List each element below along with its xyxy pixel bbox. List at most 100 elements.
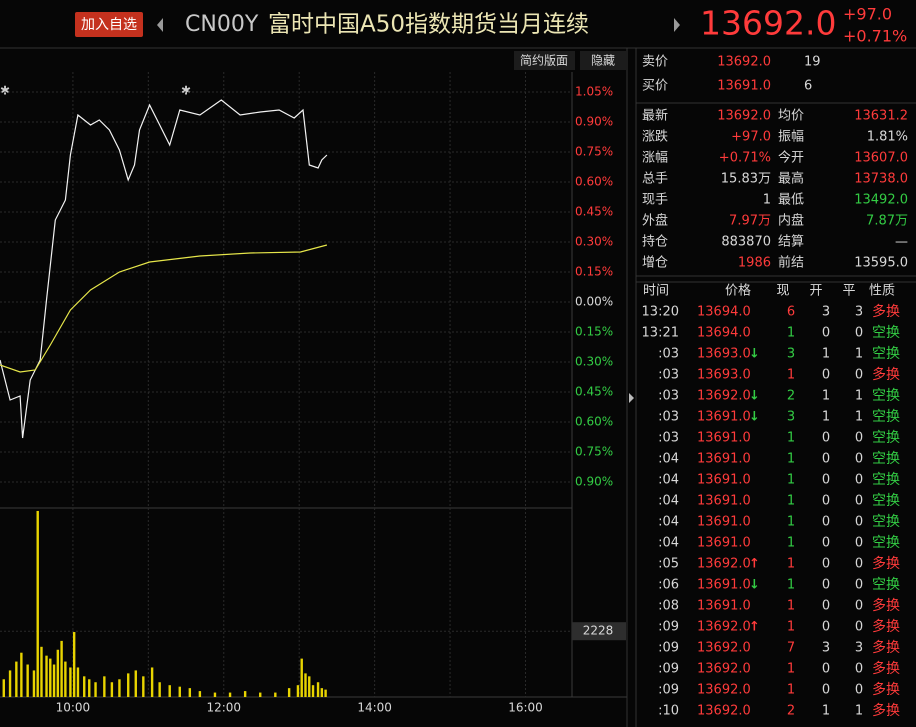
volume-bar	[36, 510, 39, 697]
trade-time: :06	[658, 578, 679, 593]
x-tick-label: 10:00	[56, 701, 91, 715]
trade-price: 13691.0	[697, 473, 751, 488]
trade-volume: 2	[787, 704, 795, 719]
volume-bar	[118, 679, 121, 697]
volume-bar	[2, 679, 5, 697]
trade-time: :04	[658, 452, 679, 467]
trade-volume: 1	[787, 515, 795, 530]
trade-type: 多换	[872, 702, 900, 719]
trade-type: 空换	[872, 471, 900, 488]
trade-close: 3	[855, 305, 863, 320]
y-tick-label: 0.15%	[575, 265, 613, 279]
stat-value: 13595.0	[854, 256, 908, 271]
stat-value: —	[895, 235, 908, 250]
trade-close: 0	[855, 515, 863, 530]
volume-bar	[134, 670, 137, 697]
trade-header: 价格	[725, 283, 751, 299]
stat-value: 13492.0	[854, 193, 908, 208]
trade-open: 1	[822, 347, 830, 362]
y-tick-label: 0.45%	[575, 385, 613, 399]
volume-bar	[311, 685, 315, 697]
trade-open: 3	[822, 305, 830, 320]
trade-open: 0	[822, 599, 830, 614]
volume-bar	[213, 692, 217, 697]
trade-open: 1	[822, 410, 830, 425]
stat-value: +0.71%	[719, 151, 771, 166]
trade-type: 空换	[872, 387, 900, 404]
trade-type: 多换	[872, 618, 900, 635]
trade-type: 空换	[872, 534, 900, 551]
trade-open: 0	[822, 473, 830, 488]
trade-close: 1	[855, 704, 863, 719]
trade-arrow: ↓	[749, 389, 760, 404]
trade-open: 0	[822, 431, 830, 446]
trade-volume: 6	[787, 305, 795, 320]
trade-price: 13693.0	[697, 347, 751, 362]
y-tick-label: 0.30%	[575, 235, 613, 249]
volume-bar	[15, 661, 18, 697]
prev-arrow[interactable]	[157, 18, 163, 32]
trade-time: :09	[658, 683, 679, 698]
stat-value: 13607.0	[854, 151, 908, 166]
event-marker: ✱	[181, 84, 191, 98]
trade-close: 0	[855, 452, 863, 467]
trade-close: 0	[855, 578, 863, 593]
trade-volume: 1	[787, 536, 795, 551]
toolbar-button[interactable]	[580, 51, 626, 70]
volume-bar	[274, 692, 277, 697]
volume-bar	[259, 692, 262, 697]
y-tick-label: 1.05%	[575, 85, 613, 99]
trade-volume: 1	[787, 557, 795, 572]
price-change: +97.0	[843, 5, 892, 24]
volume-bar	[60, 640, 63, 697]
trade-type: 空换	[872, 429, 900, 446]
x-tick-label: 16:00	[508, 701, 543, 715]
trade-close: 1	[855, 410, 863, 425]
volume-bar	[304, 673, 307, 697]
volume-bar	[94, 682, 97, 697]
trade-volume: 3	[787, 347, 795, 362]
stat-label: 增仓	[642, 256, 668, 271]
volume-bar	[32, 670, 36, 697]
trade-type: 空换	[872, 324, 900, 341]
trade-open: 0	[822, 536, 830, 551]
trade-open: 0	[822, 452, 830, 467]
toolbar-button[interactable]	[514, 51, 575, 70]
stat-label: 振幅	[778, 130, 804, 145]
volume-bar	[76, 667, 80, 697]
stat-label: 最高	[778, 171, 804, 187]
volume-bar	[308, 676, 311, 697]
trade-type: 空换	[872, 492, 900, 509]
trade-type: 多换	[872, 660, 900, 677]
toolbar-label[interactable]: 隐藏	[591, 54, 615, 68]
trade-time: :03	[658, 368, 679, 383]
trade-open: 0	[822, 683, 830, 698]
add-watchlist-button[interactable]	[75, 12, 143, 37]
volume-bar	[26, 664, 29, 697]
trade-price: 13694.0	[697, 326, 751, 341]
stat-value: 7.87万	[866, 214, 908, 229]
trade-type: 多换	[872, 681, 900, 698]
trade-header: 时间	[643, 284, 669, 299]
trade-price: 13691.0	[697, 431, 751, 446]
stat-label: 涨跌	[642, 129, 668, 145]
toolbar-label[interactable]: 简约版面	[520, 53, 568, 68]
trade-close: 0	[855, 683, 863, 698]
trade-price: 13692.0	[697, 389, 751, 404]
trade-time: :04	[658, 515, 679, 530]
collapse-arrow[interactable]	[629, 393, 634, 403]
trade-volume: 1	[787, 452, 795, 467]
price-line	[0, 99, 328, 439]
volume-bar	[198, 691, 202, 697]
volume-bar	[228, 692, 232, 697]
next-arrow[interactable]	[674, 18, 680, 32]
add-watchlist-label[interactable]: 加入自选	[81, 17, 137, 33]
book-volume: 6	[804, 79, 812, 94]
trade-price: 13691.0	[697, 452, 751, 467]
trade-open: 3	[822, 641, 830, 656]
trade-volume: 2	[787, 389, 795, 404]
trade-header: 开	[809, 284, 822, 299]
stat-label: 今开	[778, 150, 804, 166]
